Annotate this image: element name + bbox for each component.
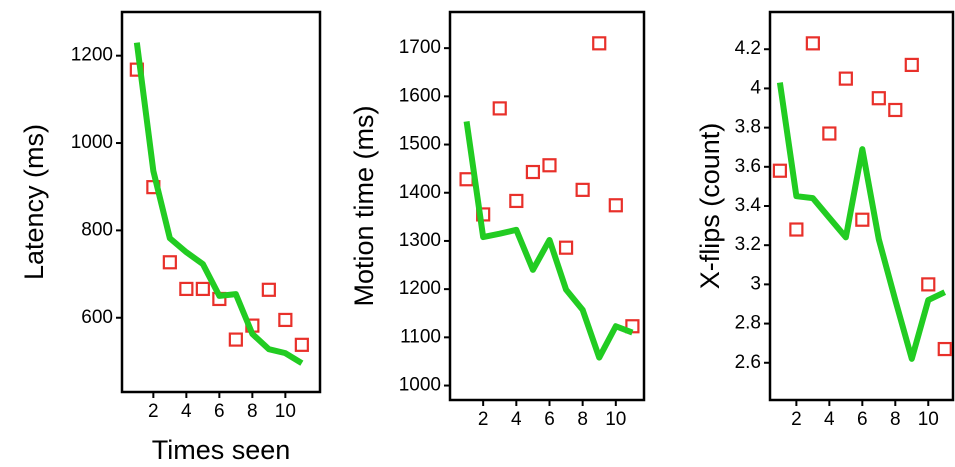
- y-tick-label: 2.8: [735, 313, 761, 334]
- x-tick-label: 2: [478, 409, 489, 430]
- data-point: [261, 282, 276, 297]
- y-tick-label: 4: [750, 77, 761, 98]
- x-tick-label: 8: [247, 401, 258, 422]
- x-tick-label: 6: [214, 401, 225, 422]
- y-tick-label: 3.4: [735, 195, 762, 216]
- x-tick-label: 10: [918, 409, 939, 430]
- y-tick-label: 3.8: [735, 117, 761, 138]
- y-tick-label: 1700: [399, 37, 441, 58]
- data-point: [937, 341, 952, 357]
- y-tick-label: 2.6: [735, 352, 761, 373]
- data-line: [463, 120, 634, 361]
- data-point: [509, 193, 524, 209]
- data-point: [492, 101, 507, 116]
- data-point: [838, 71, 853, 86]
- x-tick-label: 8: [577, 409, 588, 430]
- plot-frame: [768, 10, 955, 402]
- data-point: [608, 198, 623, 213]
- data-point: [162, 255, 177, 270]
- plot-frame: [120, 10, 322, 394]
- y-axis-label: Motion time (ms): [349, 105, 379, 306]
- y-tick-label: 1600: [399, 85, 441, 106]
- x-tick-label: 10: [605, 409, 626, 430]
- y-tick-label: 1200: [71, 45, 113, 66]
- data-point: [855, 212, 870, 227]
- data-line: [776, 82, 947, 362]
- x-tick-label: 4: [511, 409, 522, 430]
- data-point: [558, 240, 574, 255]
- y-tick-label: 1000: [399, 375, 441, 396]
- y-tick-label: 3.2: [735, 234, 761, 255]
- y-tick-label: 600: [81, 307, 113, 328]
- y-tick-label: 1200: [399, 278, 441, 299]
- y-tick-label: 1500: [399, 134, 441, 155]
- data-point: [871, 91, 886, 106]
- data-point: [179, 281, 194, 297]
- data-point: [278, 312, 293, 328]
- y-tick-label: 800: [81, 219, 113, 240]
- x-tick-label: 4: [181, 401, 192, 422]
- x-tick-label: 8: [890, 409, 901, 430]
- data-point: [888, 102, 903, 118]
- data-point: [789, 222, 804, 237]
- data-point: [542, 158, 557, 173]
- y-axis-label: Latency (ms): [19, 124, 49, 280]
- x-tick-label: 2: [791, 409, 802, 430]
- x-tick-label: 2: [148, 401, 159, 422]
- data-point: [772, 163, 787, 178]
- x-tick-label: 6: [544, 409, 555, 430]
- data-point: [228, 332, 243, 347]
- x-axis-label: Times seen: [152, 435, 291, 465]
- x-tick-label: 10: [275, 401, 296, 422]
- y-tick-label: 1000: [71, 132, 113, 153]
- y-tick-label: 3: [750, 273, 761, 294]
- y-tick-label: 4.2: [735, 38, 761, 59]
- plot-frame: [448, 10, 646, 402]
- data-point: [525, 164, 541, 180]
- data-point: [592, 36, 607, 51]
- y-tick-label: 1300: [399, 230, 441, 251]
- data-point: [294, 337, 309, 352]
- data-line: [133, 42, 304, 366]
- data-point: [921, 277, 936, 292]
- y-tick-label: 3.6: [735, 156, 761, 177]
- data-point: [805, 36, 820, 51]
- y-tick-label: 1400: [399, 182, 441, 203]
- data-point: [459, 172, 474, 187]
- data-point: [904, 57, 919, 73]
- y-tick-label: 1100: [400, 326, 441, 347]
- data-point: [195, 281, 210, 297]
- x-tick-label: 4: [824, 409, 835, 430]
- data-point: [575, 182, 590, 197]
- data-point: [822, 126, 837, 141]
- y-axis-label: X-flips (count): [695, 123, 725, 290]
- x-tick-label: 6: [857, 409, 868, 430]
